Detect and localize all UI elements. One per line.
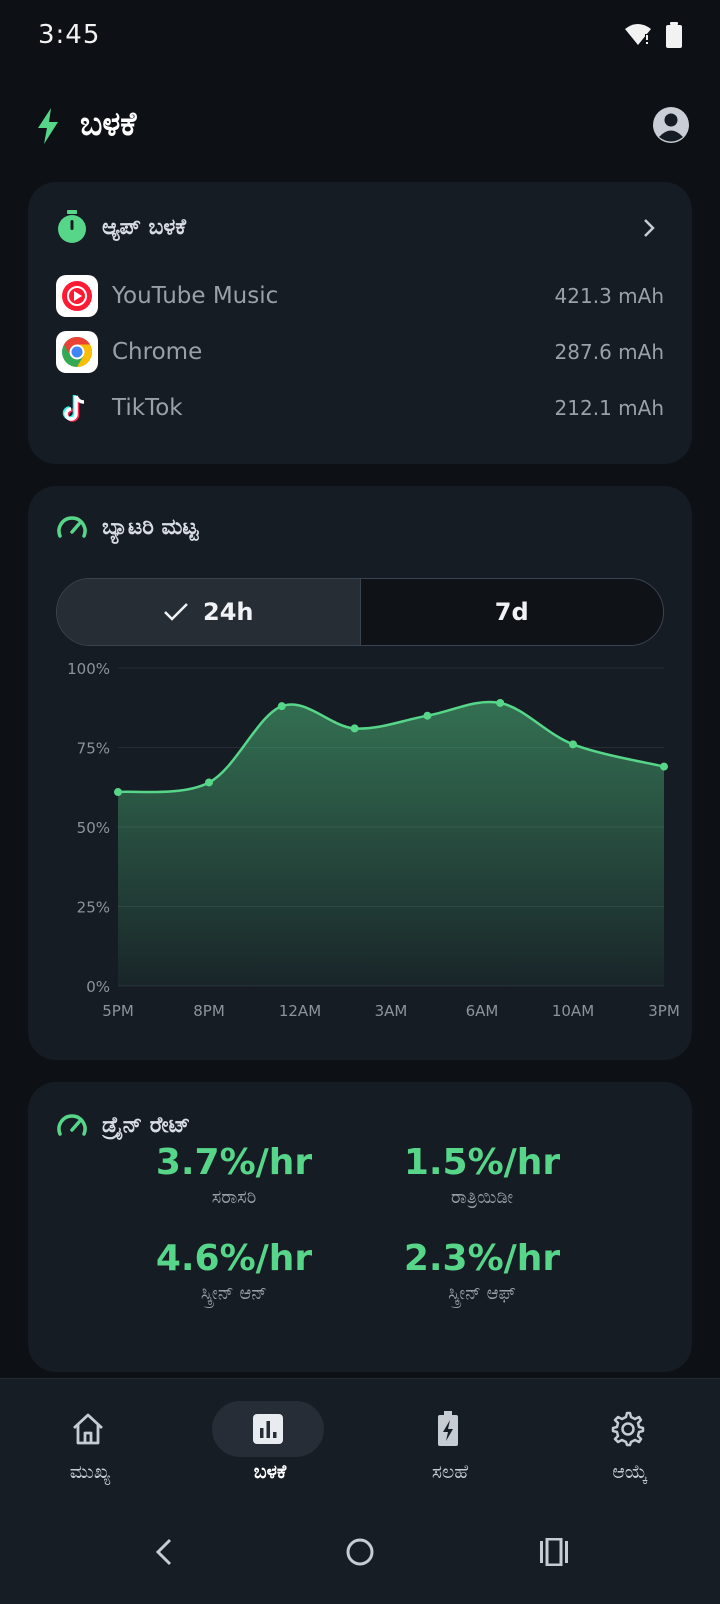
x-tick-label: 12AM: [279, 1002, 321, 1020]
youtube-music-icon: [56, 275, 98, 317]
app-name: Chrome: [112, 339, 203, 365]
app-row-youtube-music[interactable]: YouTube Music 421.3 mAh: [56, 274, 664, 318]
toggle-24h-label: 24h: [203, 598, 254, 626]
chevron-right-icon[interactable]: [642, 218, 656, 238]
system-nav: [0, 1500, 720, 1604]
data-point: [423, 711, 432, 720]
home-circle-icon: [346, 1538, 374, 1566]
data-point: [277, 702, 286, 711]
toggle-24h[interactable]: 24h: [57, 579, 361, 645]
status-bar: 3:45: [0, 0, 720, 70]
x-tick-label: 3PM: [648, 1002, 680, 1020]
data-point: [569, 740, 577, 749]
recents-button[interactable]: [532, 1530, 576, 1574]
tiktok-icon: [56, 387, 98, 429]
data-point: [496, 698, 505, 707]
wifi-icon: [625, 24, 651, 45]
toggle-7d[interactable]: 7d: [360, 579, 663, 645]
app-row-chrome[interactable]: Chrome 287.6 mAh: [56, 330, 664, 374]
stat-value: 2.3%/hr: [403, 1238, 561, 1279]
battery-level-header: ಬ್ಯಾಟರಿ ಮಟ್ಟ: [56, 514, 198, 540]
drain-rate-card: ಡ್ರೈನ್ ರೇಟ್ 3.7%/hr ಸರಾಸರಿ 1.5%/hr ರಾತ್ರ…: [28, 1082, 692, 1372]
nav-item-home[interactable]: ಮುಖ್ಯ: [0, 1379, 180, 1501]
stat-label: ಸರಾಸರಿ: [211, 1187, 257, 1208]
app-row-tiktok[interactable]: TikTok 212.1 mAh: [56, 386, 664, 430]
bottom-nav: ಮುಖ್ಯ ಬಳಕೆ ಸಲಹೆ ಆ: [0, 1378, 720, 1500]
battery-level-title: ಬ್ಯಾಟರಿ ಮಟ್ಟ: [102, 514, 199, 540]
x-tick-label: 3AM: [375, 1002, 408, 1020]
battery-level-card: ಬ್ಯಾಟರಿ ಮಟ್ಟ 24h 7d 0% 25% 50% 75% 100% 5PM 8P…: [28, 486, 692, 1060]
stat-value: 3.7%/hr: [155, 1142, 313, 1183]
bolt-icon: [38, 108, 58, 144]
y-tick-label: 100%: [67, 660, 110, 678]
app-value: 421.3 mAh: [554, 284, 664, 308]
nav-item-settings[interactable]: ಆಯ್ಕೆ: [540, 1379, 720, 1501]
speedometer-icon: [57, 1114, 87, 1136]
app-value: 212.1 mAh: [554, 396, 664, 420]
battery-area: [118, 701, 664, 986]
speedometer-icon: [57, 516, 87, 538]
app-name: YouTube Music: [112, 283, 279, 309]
stat-label: ಸ್ಕ್ರೀನ್ ಆನ್: [200, 1283, 268, 1304]
app-name: TikTok: [112, 395, 183, 421]
data-point: [350, 724, 359, 733]
status-icons: [624, 22, 682, 48]
nav-item-usage[interactable]: ಬಳಕೆ: [180, 1379, 360, 1501]
back-icon: [155, 1538, 172, 1566]
nav-label: ಸಲಹೆ: [431, 1461, 469, 1483]
home-icon: [73, 1413, 103, 1445]
stat-screen-on: 4.6%/hr ಸ್ಕ್ರೀನ್ ಆನ್: [104, 1238, 364, 1304]
account-icon: [653, 107, 689, 143]
x-tick-label: 8PM: [193, 1002, 225, 1020]
drain-rate-title: ಡ್ರೈನ್ ರೇಟ್: [102, 1112, 191, 1138]
stat-average: 3.7%/hr ಸರಾಸರಿ: [104, 1142, 364, 1208]
back-button[interactable]: [142, 1530, 186, 1574]
x-tick-label: 6AM: [466, 1002, 499, 1020]
stat-value: 4.6%/hr: [155, 1238, 313, 1279]
app-header: ಬಳಕೆ: [0, 90, 720, 160]
app-usage-card[interactable]: ಆ್ಯಪ್ ಬಳಕೆ YouTube Music 421.3 mAh: [28, 182, 692, 464]
y-tick-label: 75%: [77, 740, 110, 758]
x-tick-label: 10AM: [552, 1002, 594, 1020]
bar-chart-icon: [253, 1414, 283, 1444]
chrome-icon: [56, 331, 98, 373]
y-tick-label: 0%: [86, 978, 110, 996]
x-tick-label: 5PM: [102, 1002, 134, 1020]
nav-item-tips[interactable]: ಸಲಹೆ: [360, 1379, 540, 1501]
y-tick-label: 50%: [77, 819, 110, 837]
home-button[interactable]: [338, 1530, 382, 1574]
y-tick-label: 25%: [77, 899, 110, 917]
page-title: ಬಳಕೆ: [80, 104, 137, 143]
nav-label: ಮುಖ್ಯ: [69, 1461, 111, 1483]
data-point: [114, 788, 122, 797]
data-point: [660, 762, 668, 771]
app-value: 287.6 mAh: [554, 340, 664, 364]
gear-icon: [611, 1411, 645, 1447]
battery-line: [117, 700, 665, 794]
drain-rate-header: ಡ್ರೈನ್ ರೇಟ್: [56, 1112, 190, 1138]
status-time: 3:45: [38, 20, 101, 50]
battery-chart: 0% 25% 50% 75% 100% 5PM 8PM 12AM 3AM 6AM 10AM 3PM: [67, 660, 680, 1020]
battery-charging-icon: [438, 1411, 458, 1446]
battery-icon: [666, 22, 682, 48]
stat-overnight: 1.5%/hr ರಾತ್ರಿಯಿಡೀ: [352, 1142, 612, 1208]
stat-label: ರಾತ್ರಿಯಿಡೀ: [450, 1187, 514, 1208]
toggle-7d-label: 7d: [494, 598, 529, 626]
stat-value: 1.5%/hr: [403, 1142, 561, 1183]
data-point: [205, 778, 213, 787]
nav-label: ಆಯ್ಕೆ: [612, 1461, 648, 1483]
nav-label: ಬಳಕೆ: [253, 1461, 287, 1483]
app-usage-header: ಆ್ಯಪ್ ಬಳಕೆ: [56, 210, 186, 244]
app-usage-title: ಆ್ಯಪ್ ಬಳಕೆ: [102, 214, 187, 240]
timer-icon: [58, 210, 86, 243]
stat-screen-off: 2.3%/hr ಸ್ಕ್ರೀನ್ ಆಫ್: [352, 1238, 612, 1304]
recents-icon: [540, 1538, 568, 1566]
range-toggle: 24h 7d: [56, 578, 664, 646]
stat-label: ಸ್ಕ್ರೀನ್ ಆಫ್: [448, 1283, 516, 1304]
profile-button[interactable]: [652, 106, 690, 144]
check-icon: [164, 603, 188, 621]
